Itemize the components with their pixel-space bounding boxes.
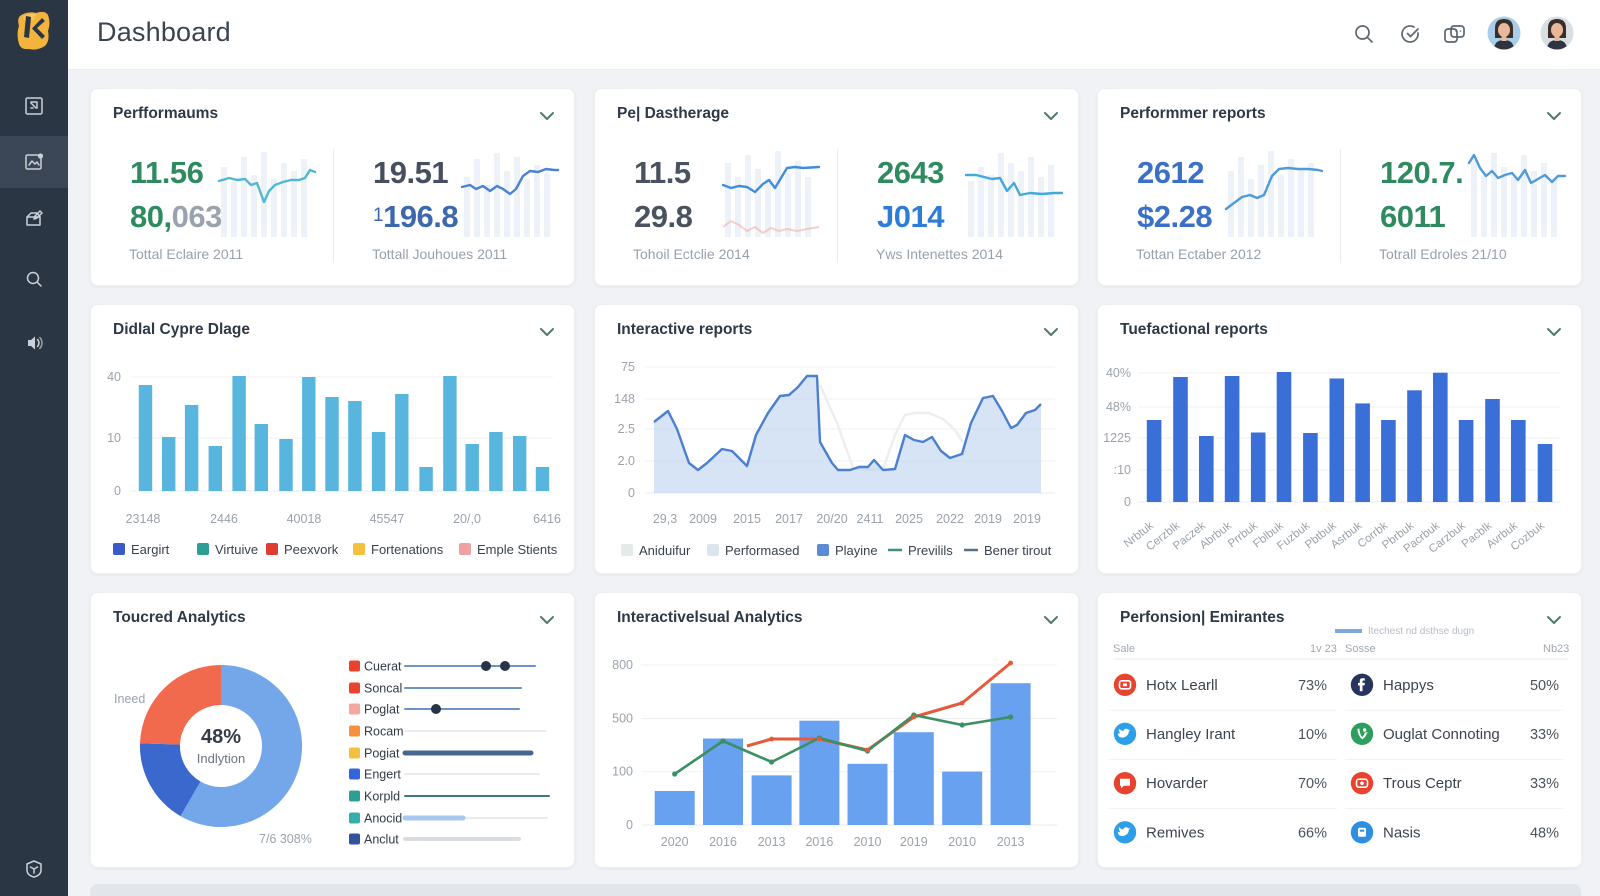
svg-text:Cuerat: Cuerat — [364, 660, 402, 674]
svg-text:40: 40 — [107, 370, 121, 384]
svg-text:10%: 10% — [1298, 727, 1327, 743]
svg-text:Anocid: Anocid — [364, 812, 402, 826]
svg-text:0: 0 — [114, 484, 121, 498]
svg-text:48%: 48% — [1106, 400, 1131, 414]
svg-text:2016: 2016 — [709, 835, 737, 849]
svg-text:23148: 23148 — [126, 512, 161, 526]
svg-text:6416: 6416 — [533, 512, 561, 526]
svg-text:800: 800 — [612, 658, 633, 672]
svg-text:Nb23: Nb23 — [1543, 643, 1569, 655]
svg-text:0: 0 — [626, 818, 633, 832]
svg-text:Pogiat: Pogiat — [364, 747, 400, 761]
svg-text:Fortenations: Fortenations — [371, 542, 444, 557]
svg-text:40018: 40018 — [287, 512, 322, 526]
svg-text:2019: 2019 — [974, 512, 1002, 526]
svg-text:2020: 2020 — [661, 835, 689, 849]
svg-text:48%: 48% — [1530, 825, 1559, 841]
svg-text:Peexvork: Peexvork — [284, 542, 339, 557]
svg-text:2446: 2446 — [210, 512, 238, 526]
svg-text:Playine: Playine — [835, 543, 878, 558]
svg-text:Trous Ceptr: Trous Ceptr — [1383, 775, 1462, 792]
svg-text:0: 0 — [1124, 495, 1131, 509]
svg-text:Aniduifur: Aniduifur — [639, 543, 691, 558]
svg-text:Engert: Engert — [364, 768, 401, 782]
svg-text:33%: 33% — [1530, 727, 1559, 743]
svg-text:Virtuive: Virtuive — [215, 542, 258, 557]
svg-text:75: 75 — [621, 360, 635, 374]
svg-text:Itechest nd dsthse dugn: Itechest nd dsthse dugn — [1368, 626, 1474, 637]
svg-text:2411: 2411 — [857, 512, 884, 526]
svg-text:2019: 2019 — [1013, 512, 1041, 526]
svg-text:Sale: Sale — [1113, 643, 1135, 655]
svg-text:Performased: Performased — [725, 543, 799, 558]
svg-text:2019: 2019 — [900, 835, 928, 849]
svg-text:7/6 308%: 7/6 308% — [259, 832, 312, 846]
svg-text:48%: 48% — [201, 726, 241, 748]
svg-text:2009: 2009 — [689, 512, 717, 526]
svg-text:10: 10 — [107, 431, 121, 445]
svg-text:Ineed: Ineed — [114, 692, 145, 706]
svg-text:73%: 73% — [1298, 678, 1327, 694]
svg-text:Hovarder: Hovarder — [1146, 775, 1208, 792]
svg-text:Bener tirout: Bener tirout — [984, 543, 1052, 558]
svg-text:Emple Stients: Emple Stients — [477, 542, 558, 557]
svg-text:Indlytion: Indlytion — [197, 751, 245, 766]
svg-text:2015: 2015 — [733, 512, 761, 526]
svg-text:2017: 2017 — [775, 512, 803, 526]
svg-text:2010: 2010 — [854, 835, 882, 849]
svg-text:45547: 45547 — [370, 512, 405, 526]
svg-text:Rocam: Rocam — [364, 725, 404, 739]
svg-text:0: 0 — [628, 486, 635, 500]
svg-text:33%: 33% — [1530, 776, 1559, 792]
svg-text:2.0: 2.0 — [618, 454, 635, 468]
svg-text:2013: 2013 — [758, 835, 786, 849]
svg-text:20/20: 20/20 — [816, 512, 847, 526]
svg-text:500: 500 — [612, 712, 633, 726]
svg-text:100: 100 — [612, 765, 633, 779]
svg-text:2025: 2025 — [895, 512, 923, 526]
svg-text:Hangley Irant: Hangley Irant — [1146, 726, 1236, 743]
svg-text:Remives: Remives — [1146, 824, 1204, 841]
svg-text:1v 23: 1v 23 — [1310, 643, 1337, 655]
svg-text:Ouglat Connoting: Ouglat Connoting — [1383, 726, 1500, 743]
svg-text:29,3: 29,3 — [653, 512, 677, 526]
svg-text:Poglat: Poglat — [364, 703, 400, 717]
svg-text:2010: 2010 — [948, 835, 976, 849]
svg-text:2.5: 2.5 — [618, 422, 635, 436]
svg-text:2016: 2016 — [805, 835, 833, 849]
svg-text:148: 148 — [614, 392, 635, 406]
svg-text:Soncal: Soncal — [364, 682, 402, 696]
svg-text:40%: 40% — [1106, 366, 1131, 380]
svg-text:Sosse: Sosse — [1345, 643, 1376, 655]
svg-text:70%: 70% — [1298, 776, 1327, 792]
svg-text:Happys: Happys — [1383, 677, 1434, 694]
svg-text:Eargirt: Eargirt — [131, 542, 170, 557]
svg-text:2013: 2013 — [997, 835, 1025, 849]
svg-text:Anclut: Anclut — [364, 833, 399, 847]
svg-text::10: :10 — [1114, 463, 1131, 477]
svg-text:50%: 50% — [1530, 678, 1559, 694]
svg-text:Hotx Learll: Hotx Learll — [1146, 677, 1218, 694]
svg-text:20/,0: 20/,0 — [453, 512, 481, 526]
svg-text:Nasis: Nasis — [1383, 824, 1421, 841]
svg-text:Korpld: Korpld — [364, 790, 400, 804]
svg-text:1225: 1225 — [1103, 431, 1131, 445]
svg-text:Previlils: Previlils — [908, 543, 953, 558]
svg-text:66%: 66% — [1298, 825, 1327, 841]
svg-text:2022: 2022 — [936, 512, 964, 526]
